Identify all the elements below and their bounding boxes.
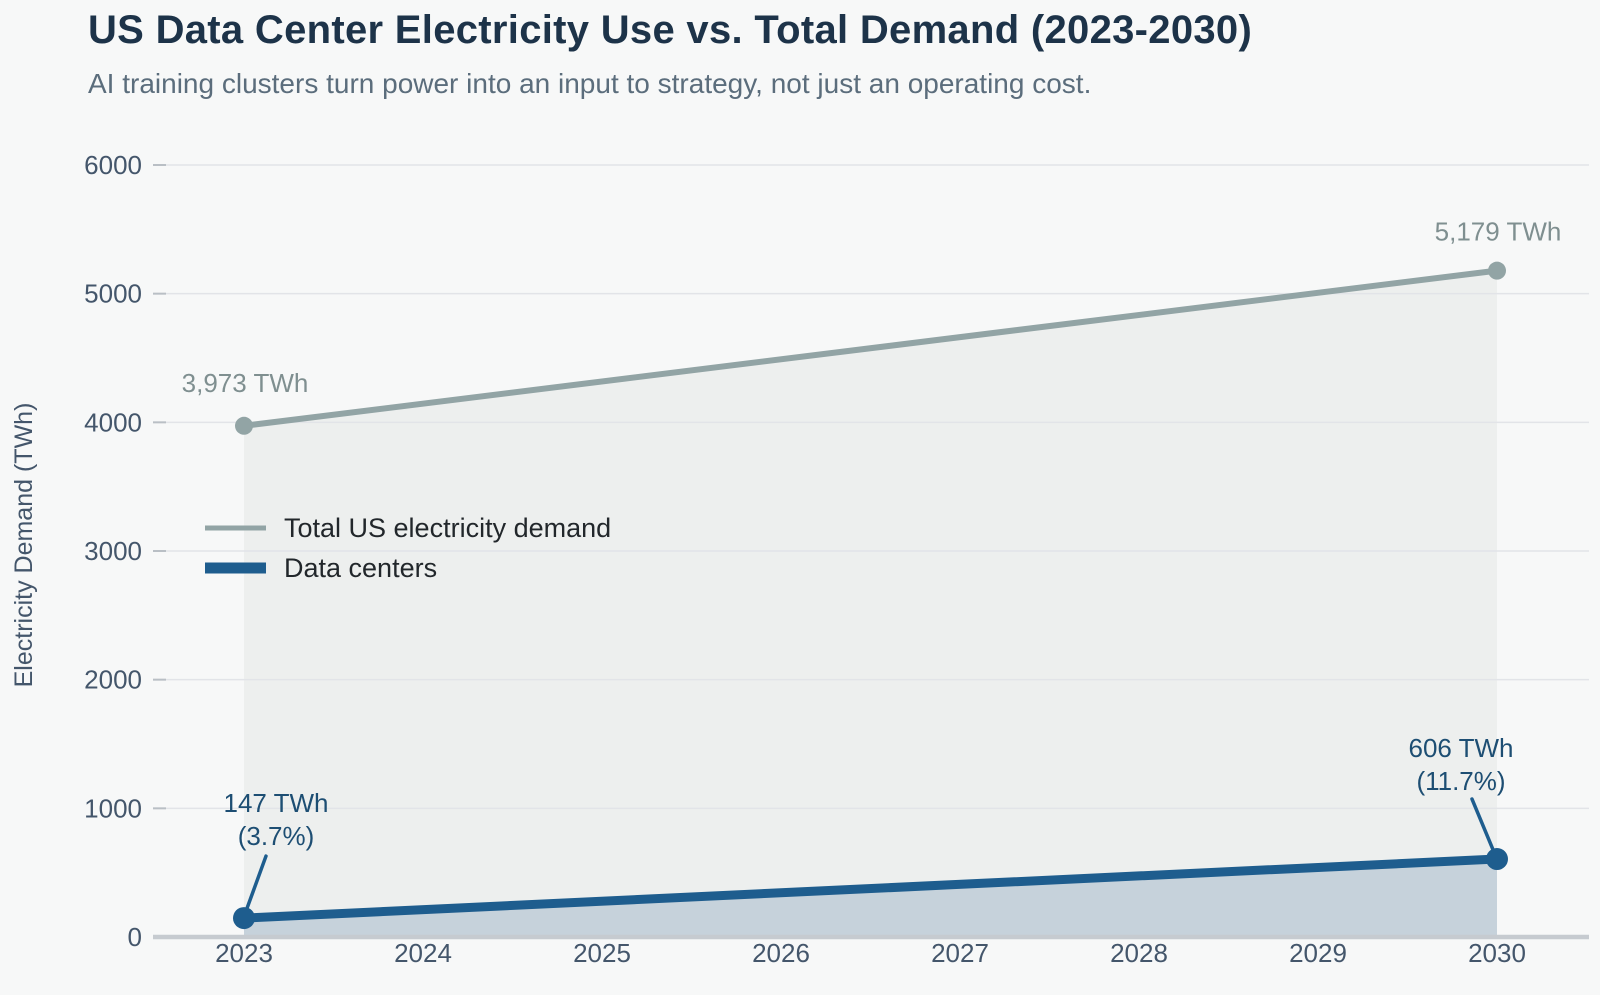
y-axis-title: Electricity Demand (TWh) bbox=[10, 403, 38, 688]
area-fill-data-centers bbox=[244, 859, 1497, 937]
y-tick-label: 5000 bbox=[84, 279, 142, 309]
y-tick-label: 1000 bbox=[84, 793, 142, 823]
x-tick-label: 2027 bbox=[931, 938, 989, 968]
annotation-label: 147 TWh bbox=[223, 788, 328, 818]
data-point-data-centers-2030 bbox=[1486, 848, 1508, 871]
y-tick-label: 4000 bbox=[84, 407, 142, 437]
area-fill-total-us-electricity-demand bbox=[244, 270, 1497, 937]
x-tick-label: 2026 bbox=[752, 938, 810, 968]
series-line-total-us-electricity-demand bbox=[241, 267, 1500, 429]
data-point-total-us-electricity-demand-2030 bbox=[1488, 261, 1506, 280]
y-tick-label: 2000 bbox=[84, 665, 142, 695]
data-point-data-centers-2023 bbox=[233, 907, 255, 930]
chart-subtitle: AI training clusters turn power into an … bbox=[88, 68, 1092, 99]
annotation-leader-line bbox=[1470, 797, 1496, 854]
x-tick-label: 2029 bbox=[1289, 938, 1347, 968]
x-tick-label: 2025 bbox=[573, 938, 631, 968]
annotation-label: 5,179 TWh bbox=[1435, 217, 1562, 247]
x-tick-label: 2028 bbox=[1110, 938, 1168, 968]
y-tick-label: 6000 bbox=[84, 150, 142, 180]
y-tick-label: 0 bbox=[128, 922, 142, 952]
series-line-data-centers bbox=[239, 854, 1502, 923]
annotation-label: (3.7%) bbox=[238, 821, 315, 851]
annotation-label: 606 TWh bbox=[1408, 733, 1513, 763]
legend-label-data-centers: Data centers bbox=[284, 553, 437, 583]
annotation-label: 3,973 TWh bbox=[182, 368, 309, 398]
x-tick-label: 2023 bbox=[215, 938, 273, 968]
annotation-leader-line bbox=[244, 854, 268, 913]
chart-title: US Data Center Electricity Use vs. Total… bbox=[88, 8, 1253, 52]
annotation-label: (11.7%) bbox=[1416, 766, 1505, 796]
x-tick-label: 2024 bbox=[394, 938, 452, 968]
legend-label-total-us-electricity-demand: Total US electricity demand bbox=[284, 513, 611, 543]
data-point-total-us-electricity-demand-2023 bbox=[235, 416, 253, 435]
x-tick-label: 2030 bbox=[1468, 938, 1526, 968]
y-tick-label: 3000 bbox=[84, 536, 142, 566]
